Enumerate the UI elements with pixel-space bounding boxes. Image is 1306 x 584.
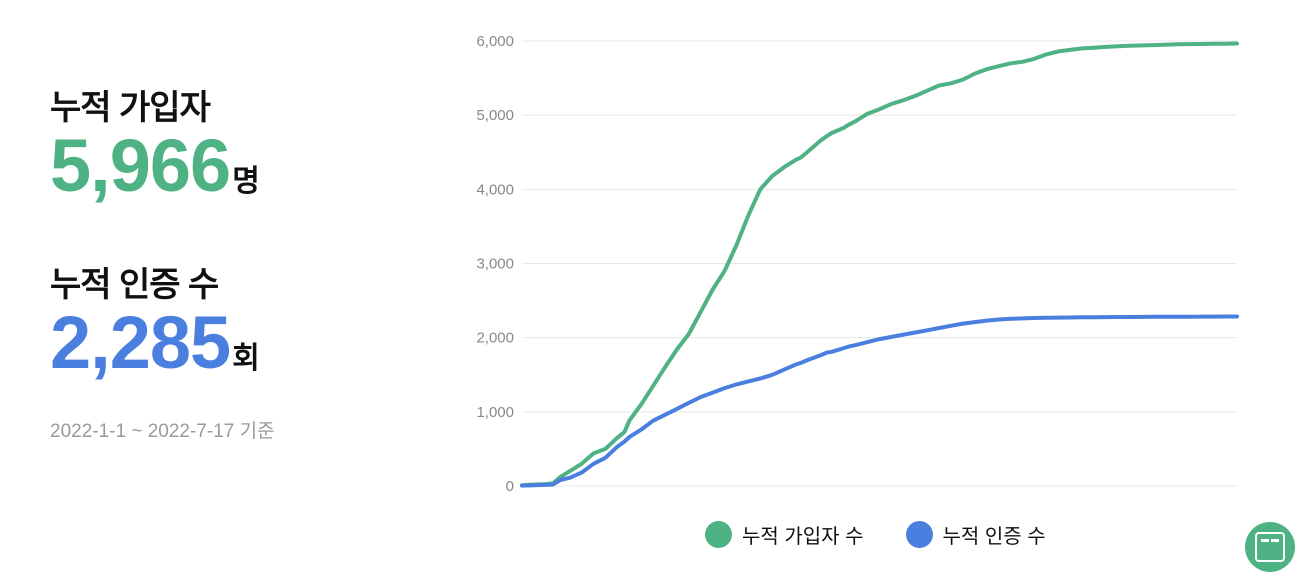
y-tick-label: 3,000 (476, 256, 514, 273)
certifications-number: 2,285 (50, 301, 231, 384)
stats-panel: 누적 가입자 5,966명 누적 인증 수 2,285회 2022-1-1 ~ … (50, 88, 430, 443)
legend-marker-signups (705, 521, 732, 548)
signups-label: 누적 가입자 (50, 89, 211, 127)
certifications-value: 2,285회 (50, 306, 430, 400)
y-tick-label: 5,000 (476, 107, 514, 124)
y-tick-label: 1,000 (476, 404, 514, 421)
grid-lines (522, 40, 1237, 487)
period-text: 2022-1-1 ~ 2022-7-17 기준 (50, 421, 275, 442)
signups-number: 5,966 (50, 124, 231, 207)
legend-marker-certifications (905, 521, 933, 548)
certifications-block: 누적 인증 수 2,285회 (50, 265, 430, 400)
certifications-label: 누적 인증 수 (50, 266, 219, 304)
y-tick-label: 0 (506, 478, 514, 495)
y-tick-label: 6,000 (476, 33, 514, 50)
certifications-unit: 회 (232, 342, 260, 375)
series-line-certifications (520, 314, 1239, 488)
y-tick-label: 2,000 (476, 330, 514, 347)
series-line-signups (520, 41, 1239, 488)
series-lines (520, 41, 1239, 488)
legend-item-signups[interactable]: 누적 가입자 수 (705, 520, 864, 549)
signups-unit: 명 (232, 165, 260, 198)
logo-mark (1255, 532, 1285, 562)
legend-label-signups: 누적 가입자 수 (742, 526, 864, 548)
y-axis-ticks: 0 1,000 2,000 3,000 4,000 5,000 6,000 (476, 33, 514, 495)
app-logo-icon[interactable] (1245, 522, 1295, 572)
chart-legend: 누적 가입자 수 누적 인증 수 (705, 520, 1088, 549)
legend-label-certifications: 누적 인증 수 (942, 526, 1046, 548)
legend-item-certifications[interactable]: 누적 인증 수 (905, 520, 1046, 549)
signups-value: 5,966명 (50, 129, 430, 223)
y-tick-label: 4,000 (476, 181, 514, 198)
